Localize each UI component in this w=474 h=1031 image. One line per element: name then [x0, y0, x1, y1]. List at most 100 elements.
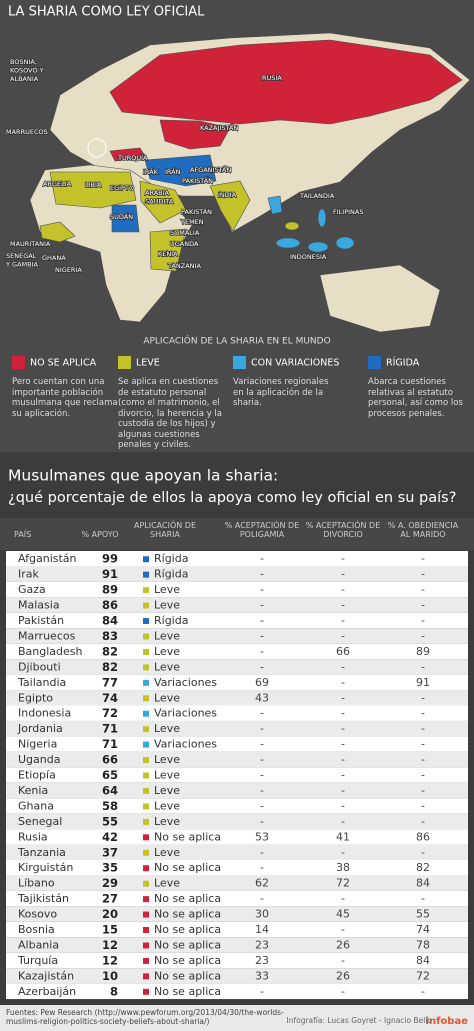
country: Tajikistán: [17, 892, 69, 905]
sharia-swatch: [143, 587, 149, 594]
legend-swatch: [118, 356, 131, 369]
cell: -: [421, 614, 425, 627]
support: 91: [102, 567, 118, 581]
cell: -: [421, 722, 425, 735]
column-header: % A. OBEDIENCIA AL MARIDO: [387, 521, 459, 539]
map-label: SOMALIA: [170, 229, 200, 237]
sharia-swatch: [143, 911, 149, 918]
cell: -: [260, 722, 264, 735]
cell: -: [260, 599, 264, 612]
cell: -: [341, 892, 345, 905]
country: Afganistán: [18, 552, 77, 565]
cell: 89: [416, 645, 430, 658]
cell: 23: [255, 938, 269, 951]
map-label: EGIPTO: [110, 184, 134, 192]
legend-swatch: [233, 356, 246, 369]
country: Albania: [18, 938, 59, 951]
cell: -: [421, 784, 425, 797]
map-label: UGANDA: [170, 240, 199, 248]
cell: -: [421, 599, 425, 612]
support: 71: [102, 737, 118, 751]
country: Indonesia: [18, 707, 71, 720]
cell: -: [260, 583, 264, 596]
legend-label: CON VARIACIONES: [251, 358, 339, 369]
cell: 45: [336, 908, 350, 921]
world-map: [29, 32, 471, 333]
support: 82: [102, 644, 118, 658]
support: 8: [110, 984, 118, 998]
sharia: Leve: [154, 784, 180, 797]
cell: 38: [336, 861, 350, 874]
cell: 62: [255, 877, 269, 890]
country: Irak: [18, 568, 40, 581]
row-bg: [6, 581, 468, 598]
table-subtitle: ¿qué porcentaje de ellos la apoya como l…: [8, 490, 456, 506]
country: Turquía: [17, 954, 58, 967]
row-bg: [6, 705, 468, 721]
support: 64: [102, 783, 118, 797]
cell: -: [260, 568, 264, 581]
sharia-swatch: [143, 957, 149, 964]
cell: -: [341, 691, 345, 704]
cell: -: [341, 923, 345, 936]
row-bg: [6, 659, 468, 675]
support: 35: [102, 861, 118, 875]
support: 20: [102, 907, 118, 921]
support: 99: [102, 552, 118, 566]
sharia-swatch: [143, 648, 149, 655]
cell: -: [421, 691, 425, 704]
sharia-swatch: [143, 710, 149, 717]
row-bg: [6, 906, 468, 922]
map-label: IRÁK: [143, 167, 159, 176]
row-bg: [6, 566, 468, 582]
support: 72: [102, 706, 118, 720]
table-title: Musulmanes que apoyan la sharia:: [8, 467, 278, 485]
support: 84: [102, 614, 118, 628]
cell: -: [421, 799, 425, 812]
legend-description: Variaciones regionales en la aplicación …: [233, 377, 329, 408]
row-bg: [6, 551, 468, 567]
sharia-swatch: [143, 602, 149, 609]
row-bg: [6, 937, 468, 953]
country: Ghana: [18, 799, 54, 812]
column-header: % APOYO: [81, 530, 119, 539]
brand: infobae: [426, 1016, 469, 1027]
support: 29: [102, 876, 118, 890]
cell: 23: [255, 954, 269, 967]
cell: -: [341, 583, 345, 596]
cell: -: [341, 846, 345, 859]
support: 83: [102, 629, 118, 643]
legend-description: Se aplica en cuestiones de estatuto pers…: [118, 377, 222, 450]
cell: -: [260, 799, 264, 812]
support: 66: [102, 753, 118, 767]
support: 86: [102, 598, 118, 612]
cell: 14: [255, 923, 269, 936]
cell: 33: [255, 969, 269, 982]
cell: -: [341, 784, 345, 797]
support: 15: [102, 923, 118, 937]
map-label: ALBANIA: [10, 75, 39, 83]
sharia: Leve: [154, 846, 180, 859]
country: Kenia: [18, 784, 48, 797]
map-label: TANZANIA: [167, 262, 201, 270]
column-header: APLICACIÓN DE SHARIA: [133, 521, 196, 539]
row-bg: [6, 767, 468, 783]
sharia: Rígida: [154, 552, 188, 565]
cell: -: [421, 568, 425, 581]
sharia: Leve: [154, 769, 180, 782]
sharia-swatch: [143, 757, 149, 764]
cell: 84: [416, 877, 430, 890]
sharia: Rígida: [154, 614, 188, 627]
row-bg: [6, 860, 468, 876]
sharia: Leve: [154, 815, 180, 828]
cell: -: [421, 629, 425, 642]
column-header: % ACEPTACIÓN DE POLIGAMIA: [224, 521, 300, 539]
sharia: Leve: [154, 583, 180, 596]
cell: -: [341, 676, 345, 689]
sharia-swatch: [143, 679, 149, 686]
legend-label: LEVE: [136, 358, 160, 369]
cell: 26: [336, 969, 350, 982]
cell: -: [260, 892, 264, 905]
sharia: No se aplica: [154, 908, 221, 921]
map-label: SAUDITA: [145, 198, 174, 206]
